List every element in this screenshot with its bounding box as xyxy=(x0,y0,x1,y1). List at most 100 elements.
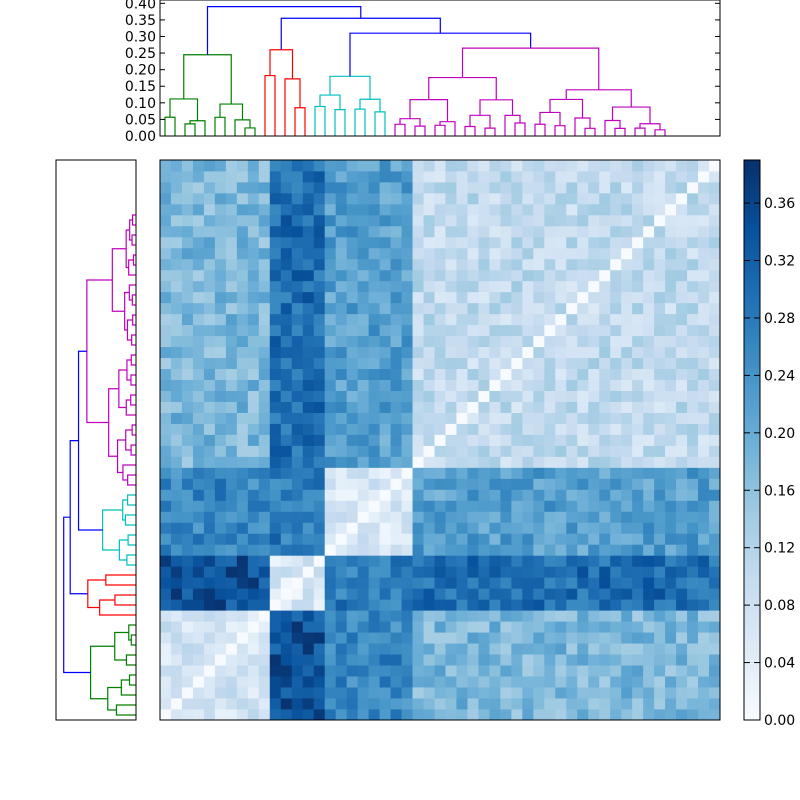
heatmap-cell xyxy=(643,610,655,622)
heatmap-cell xyxy=(346,533,359,545)
heatmap-cell xyxy=(302,588,315,600)
heatmap-cell xyxy=(621,467,633,479)
heatmap-cell xyxy=(412,181,424,194)
heatmap-cell xyxy=(621,280,633,293)
heatmap-cell xyxy=(654,302,666,315)
heatmap-cell xyxy=(544,698,556,710)
heatmap-cell xyxy=(160,544,172,556)
heatmap-cell xyxy=(533,456,545,468)
heatmap-cell xyxy=(181,654,194,666)
heatmap-cell xyxy=(478,236,490,249)
heatmap-cell xyxy=(445,445,457,457)
heatmap-cell xyxy=(280,632,293,644)
heatmap-cell xyxy=(643,467,655,479)
heatmap-cell xyxy=(192,555,205,567)
heatmap-cell xyxy=(192,599,205,611)
heatmap-cell xyxy=(412,280,424,293)
heatmap-cell xyxy=(170,456,183,468)
heatmap-cell xyxy=(170,280,183,293)
heatmap-cell xyxy=(247,566,260,578)
heatmap-cell xyxy=(181,247,194,260)
heatmap-cell xyxy=(280,709,293,721)
heatmap-cell xyxy=(709,379,721,391)
heatmap-cell xyxy=(247,280,260,293)
heatmap-cell xyxy=(379,511,391,523)
dendrogram-link xyxy=(86,279,113,424)
heatmap-cell xyxy=(390,357,402,370)
heatmap-cell xyxy=(599,533,611,545)
heatmap-cell xyxy=(313,313,326,326)
heatmap-cell xyxy=(335,357,348,370)
colorbar-tick-label: 0.16 xyxy=(764,483,795,499)
heatmap-cell xyxy=(324,643,337,655)
heatmap-cell xyxy=(236,533,249,545)
heatmap-cell xyxy=(225,621,238,633)
heatmap-cell xyxy=(533,423,545,435)
heatmap-cell xyxy=(555,291,567,304)
heatmap-cell xyxy=(379,412,391,424)
heatmap-cell xyxy=(434,511,446,523)
colorbar-tick-label: 0.12 xyxy=(764,541,795,557)
heatmap-cell xyxy=(456,181,468,194)
heatmap-cell xyxy=(687,654,699,666)
heatmap-cell xyxy=(467,291,479,304)
heatmap-cell xyxy=(412,522,424,534)
heatmap-cell xyxy=(236,357,249,370)
heatmap-cell xyxy=(665,379,677,391)
heatmap-cell xyxy=(434,423,446,435)
heatmap-cell xyxy=(588,269,600,282)
heatmap-cell xyxy=(621,654,633,666)
heatmap-cell xyxy=(489,269,501,282)
heatmap-cell xyxy=(412,236,424,249)
heatmap-cell xyxy=(610,214,622,227)
heatmap-cell xyxy=(632,170,644,183)
heatmap-cell xyxy=(577,313,589,326)
heatmap-cell xyxy=(478,203,490,216)
heatmap-cell xyxy=(687,247,699,260)
dendrogram-link xyxy=(574,117,591,136)
heatmap-cell xyxy=(709,280,721,293)
heatmap-cell xyxy=(610,533,622,545)
heatmap-cell xyxy=(500,170,512,183)
heatmap-cell xyxy=(445,654,457,666)
heatmap-cell xyxy=(665,610,677,622)
heatmap-cell xyxy=(258,687,271,699)
heatmap-cell xyxy=(346,302,359,315)
heatmap-cell xyxy=(687,599,699,611)
heatmap-cell xyxy=(335,621,348,633)
heatmap-cell xyxy=(698,324,710,337)
heatmap-cell xyxy=(214,555,227,567)
heatmap-cell xyxy=(225,368,238,381)
heatmap-cell xyxy=(401,313,413,326)
dendrogram-link xyxy=(359,98,381,112)
heatmap-cell xyxy=(357,643,370,655)
heatmap-cell xyxy=(335,467,348,479)
heatmap-cell xyxy=(621,533,633,545)
heatmap-cell xyxy=(478,346,490,359)
heatmap-cell xyxy=(577,368,589,381)
heatmap-cell xyxy=(181,522,194,534)
heatmap-cell xyxy=(181,368,194,381)
heatmap-cell xyxy=(522,192,534,205)
heatmap-cell xyxy=(434,412,446,424)
heatmap-cell xyxy=(203,258,216,271)
heatmap-cell xyxy=(566,500,578,512)
heatmap-cell xyxy=(555,236,567,249)
heatmap-cell xyxy=(401,555,413,567)
heatmap-cell xyxy=(632,599,644,611)
heatmap-cell xyxy=(192,544,205,556)
heatmap-cell xyxy=(335,566,348,578)
heatmap-cell xyxy=(610,687,622,699)
heatmap-cell xyxy=(247,588,260,600)
heatmap-cell xyxy=(709,610,721,622)
heatmap-cell xyxy=(170,335,183,348)
heatmap-cell xyxy=(236,445,249,457)
heatmap-cell xyxy=(577,654,589,666)
heatmap-cell xyxy=(225,181,238,194)
dendrogram-link xyxy=(164,116,176,136)
heatmap-cell xyxy=(687,665,699,677)
heatmap-cell xyxy=(225,522,238,534)
heatmap-cell xyxy=(555,621,567,633)
heatmap-cell xyxy=(654,247,666,260)
heatmap-cell xyxy=(665,698,677,710)
